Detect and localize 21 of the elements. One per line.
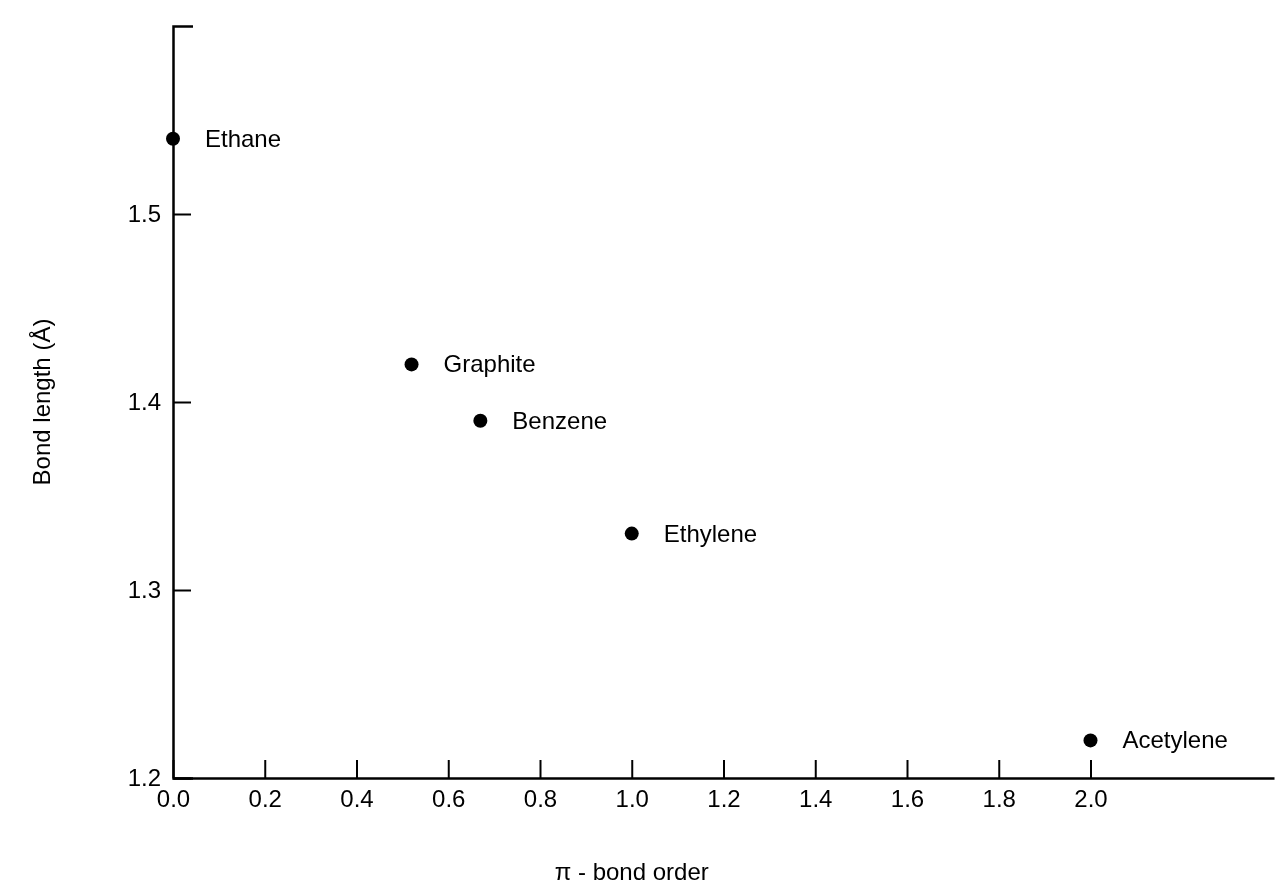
y-tick-label: 1.3 xyxy=(127,576,161,604)
annotation: Acetylene xyxy=(1122,726,1228,754)
x-axis-title: π - bond order xyxy=(554,858,709,885)
annotation: Ethane xyxy=(205,124,282,152)
annotation: Benzene xyxy=(512,406,608,434)
x-tick-label: 0.6 xyxy=(432,785,466,813)
x-tick-label: 1.0 xyxy=(615,785,649,813)
annotation: Graphite xyxy=(443,350,536,378)
x-tick-label: 1.4 xyxy=(799,785,833,813)
x-tick-label: 0.2 xyxy=(248,785,282,813)
x-tick-label: 0.0 xyxy=(156,785,191,813)
x-tick-label: 1.6 xyxy=(890,785,925,813)
x-tick-label: 0.4 xyxy=(340,785,374,813)
y-tick-label: 1.4 xyxy=(127,388,161,416)
x-tick-label: 1.2 xyxy=(707,785,741,813)
x-tick-label: 2.0 xyxy=(1074,785,1108,813)
x-tick-label: 1.8 xyxy=(982,785,1016,813)
x-tick-label: 0.8 xyxy=(523,785,558,813)
y-axis-title: Bond length (Å) xyxy=(28,318,55,486)
annotation: Ethylene xyxy=(663,519,758,547)
y-tick-label: 1.5 xyxy=(127,200,161,228)
